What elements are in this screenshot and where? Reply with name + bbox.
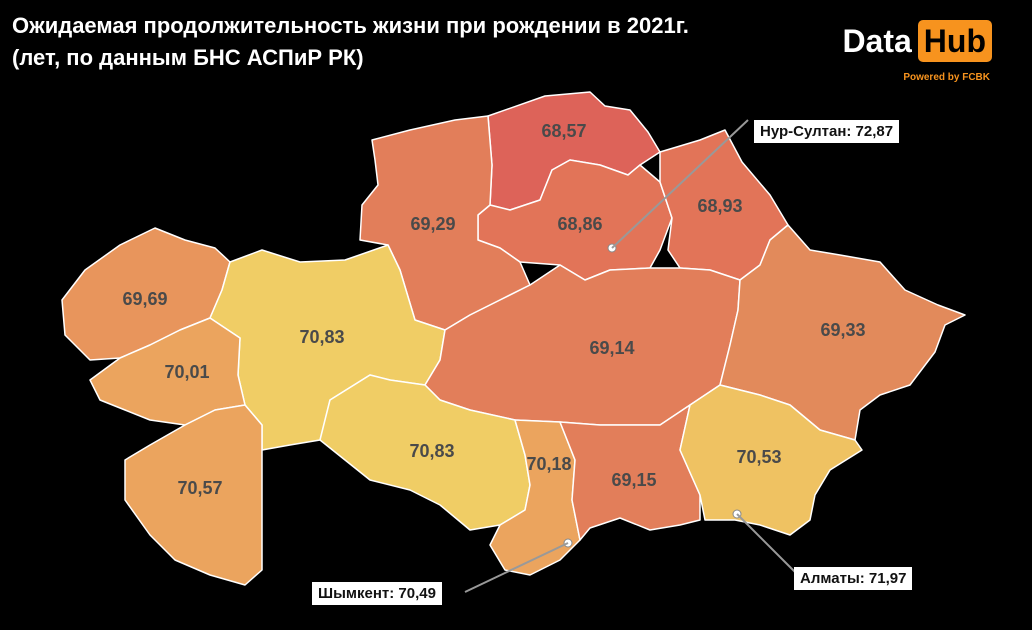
- value-pavlodar: 68,93: [697, 196, 742, 216]
- value-mangystau: 70,57: [177, 478, 222, 498]
- title-line-1: Ожидаемая продолжительность жизни при ро…: [12, 13, 689, 38]
- almaty-leader-line: [736, 513, 801, 578]
- region-mangystau[interactable]: [124, 404, 263, 586]
- logo-hub-word: Hub: [917, 20, 992, 62]
- value-west-kazakhstan: 69,69: [122, 289, 167, 309]
- value-atyrau: 70,01: [164, 362, 209, 382]
- value-almaty-region: 70,53: [736, 447, 781, 467]
- value-turkestan: 70,18: [526, 454, 571, 474]
- value-akmola: 68,86: [557, 214, 602, 234]
- value-aktobe: 70,83: [299, 327, 344, 347]
- almaty-callout: Алматы: 71,97: [794, 567, 913, 590]
- map-title: Ожидаемая продолжительность жизни при ро…: [12, 10, 689, 74]
- title-line-2: (лет, по данным БНС АСПиР РК): [12, 45, 364, 70]
- powered-by-label: Powered by FCBK: [903, 72, 990, 83]
- logo-data-word: Data: [842, 22, 912, 59]
- datahub-logo: Data Hub: [842, 20, 992, 62]
- value-north-kazakhstan: 68,57: [541, 121, 586, 141]
- nur-sultan-leader-line: [611, 119, 749, 249]
- region-zhambyl[interactable]: [559, 404, 701, 541]
- shymkent-leader-line: [464, 542, 569, 593]
- region-almaty[interactable]: [679, 384, 863, 536]
- value-kyzylorda: 70,83: [409, 441, 454, 461]
- value-karaganda: 69,14: [589, 338, 634, 358]
- value-zhambyl: 69,15: [611, 470, 656, 490]
- value-east-kazakhstan: 69,33: [820, 320, 865, 340]
- value-kostanay: 69,29: [410, 214, 455, 234]
- shymkent-callout: Шымкент: 70,49: [312, 582, 442, 605]
- nur-sultan-callout: Нур-Султан: 72,87: [754, 120, 900, 143]
